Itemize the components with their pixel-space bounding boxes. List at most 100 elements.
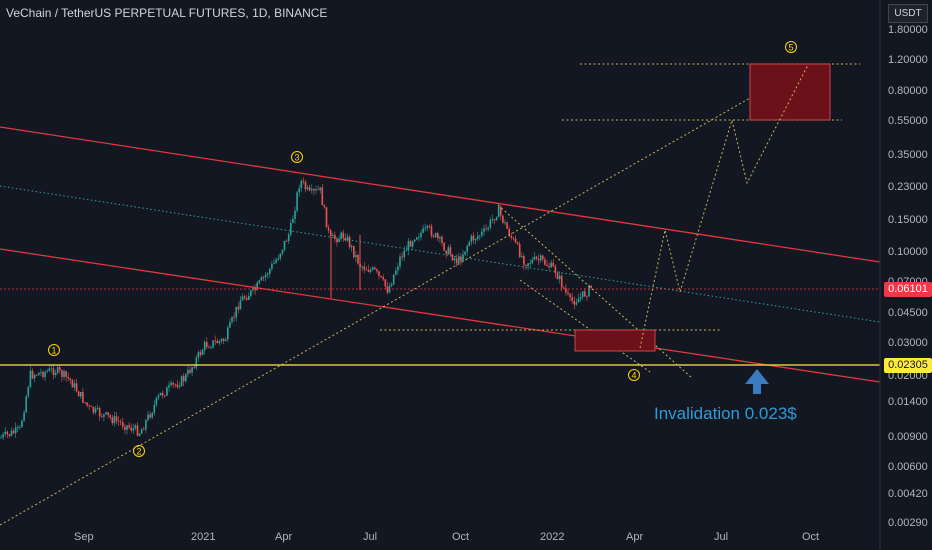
wave-label-circle: [291, 151, 303, 163]
candle-body: [348, 236, 351, 248]
candle-body: [403, 250, 405, 258]
candle-body: [308, 187, 311, 191]
candle-body: [432, 235, 435, 237]
candle-body: [468, 241, 471, 246]
candle-body: [531, 259, 534, 264]
candle-body: [397, 266, 399, 271]
candle-body: [69, 378, 72, 381]
candle-body: [269, 268, 271, 274]
candle-body: [212, 340, 214, 348]
candle-body: [546, 264, 548, 267]
candle-body: [306, 187, 309, 190]
candle-body: [157, 395, 160, 398]
wave-label-circle: [628, 369, 640, 381]
candle-body: [550, 262, 552, 268]
candle-body: [581, 291, 584, 298]
candle-body: [376, 269, 378, 272]
candle-body: [422, 228, 424, 233]
candle-body: [571, 297, 573, 301]
candle-body: [218, 341, 221, 344]
candle-body: [481, 231, 483, 236]
time-tick-label: Oct: [452, 531, 470, 543]
candle-body: [38, 372, 40, 376]
candle-body: [262, 277, 265, 278]
candle-body: [29, 370, 32, 388]
candle-body: [371, 267, 374, 270]
candle-body: [203, 341, 206, 351]
candle-body: [336, 239, 338, 243]
candle-body: [107, 412, 109, 416]
wedge-upper-line: [497, 204, 693, 379]
candle-body: [40, 371, 42, 373]
candle-body: [115, 416, 118, 422]
candle-body: [77, 391, 80, 397]
candle-body: [273, 263, 275, 264]
candle-body: [12, 430, 15, 434]
candle-body: [256, 282, 258, 291]
candle-body: [54, 372, 57, 375]
candle-body: [119, 421, 122, 423]
candle-body: [332, 234, 334, 236]
price-tick-label: 1.20000: [888, 54, 928, 66]
candle-body: [147, 414, 149, 420]
candle-body: [405, 250, 408, 252]
candle-body: [31, 370, 34, 379]
candle-body: [111, 417, 114, 424]
candle-body: [466, 245, 468, 252]
candle-body: [0, 437, 2, 439]
candle-body: [374, 267, 376, 270]
candle-body: [298, 188, 300, 193]
candle-body: [126, 425, 128, 430]
candle-body: [254, 286, 256, 291]
currency-label[interactable]: USDT: [888, 4, 928, 23]
candle-body: [195, 357, 198, 368]
candle-body: [151, 412, 153, 418]
candle-body: [292, 218, 294, 224]
candle-body: [518, 243, 521, 258]
candle-body: [525, 264, 527, 267]
candle-body: [243, 296, 246, 299]
current-price-tag: 0.06101: [884, 282, 932, 297]
candle-body: [185, 374, 187, 382]
candle-body: [61, 370, 63, 377]
candle-body: [321, 187, 324, 206]
candle-body: [529, 263, 531, 264]
wave-label-text: 1: [51, 346, 56, 356]
invalidation-price-tag: 0.02305: [884, 358, 932, 373]
candle-body: [224, 339, 227, 342]
candle-body: [220, 338, 223, 342]
candle-body: [409, 241, 412, 247]
candle-body: [451, 254, 454, 261]
projected-wave-path: [639, 64, 809, 349]
candle-body: [134, 425, 137, 429]
candle-body: [2, 434, 4, 438]
chart-title: VeChain / TetherUS PERPETUAL FUTURES, 1D…: [6, 6, 328, 20]
candle-body: [25, 396, 27, 413]
candle-body: [363, 266, 366, 270]
price-tick-label: 0.15000: [888, 214, 928, 226]
candle-body: [210, 347, 212, 349]
candle-body: [199, 352, 202, 355]
candle-body: [294, 210, 296, 219]
price-tick-label: 0.00290: [888, 517, 928, 529]
candle-body: [502, 215, 504, 223]
candle-body: [180, 376, 183, 387]
candle-body: [164, 395, 166, 397]
candle-body: [443, 242, 445, 251]
price-tick-label: 0.00600: [888, 461, 928, 473]
price-tick-label: 0.01400: [888, 396, 928, 408]
candle-body: [90, 406, 93, 407]
candle-body: [588, 285, 590, 297]
candle-body: [491, 219, 494, 220]
candle-body: [304, 181, 307, 190]
candle-body: [275, 259, 277, 264]
candle-body: [14, 427, 17, 434]
candle-body: [201, 350, 204, 355]
candle-body: [138, 433, 141, 436]
candle-body: [82, 392, 84, 403]
candle-body: [355, 254, 357, 258]
candle-body: [189, 369, 191, 373]
candle-body: [573, 300, 576, 305]
candle-body: [279, 253, 282, 259]
